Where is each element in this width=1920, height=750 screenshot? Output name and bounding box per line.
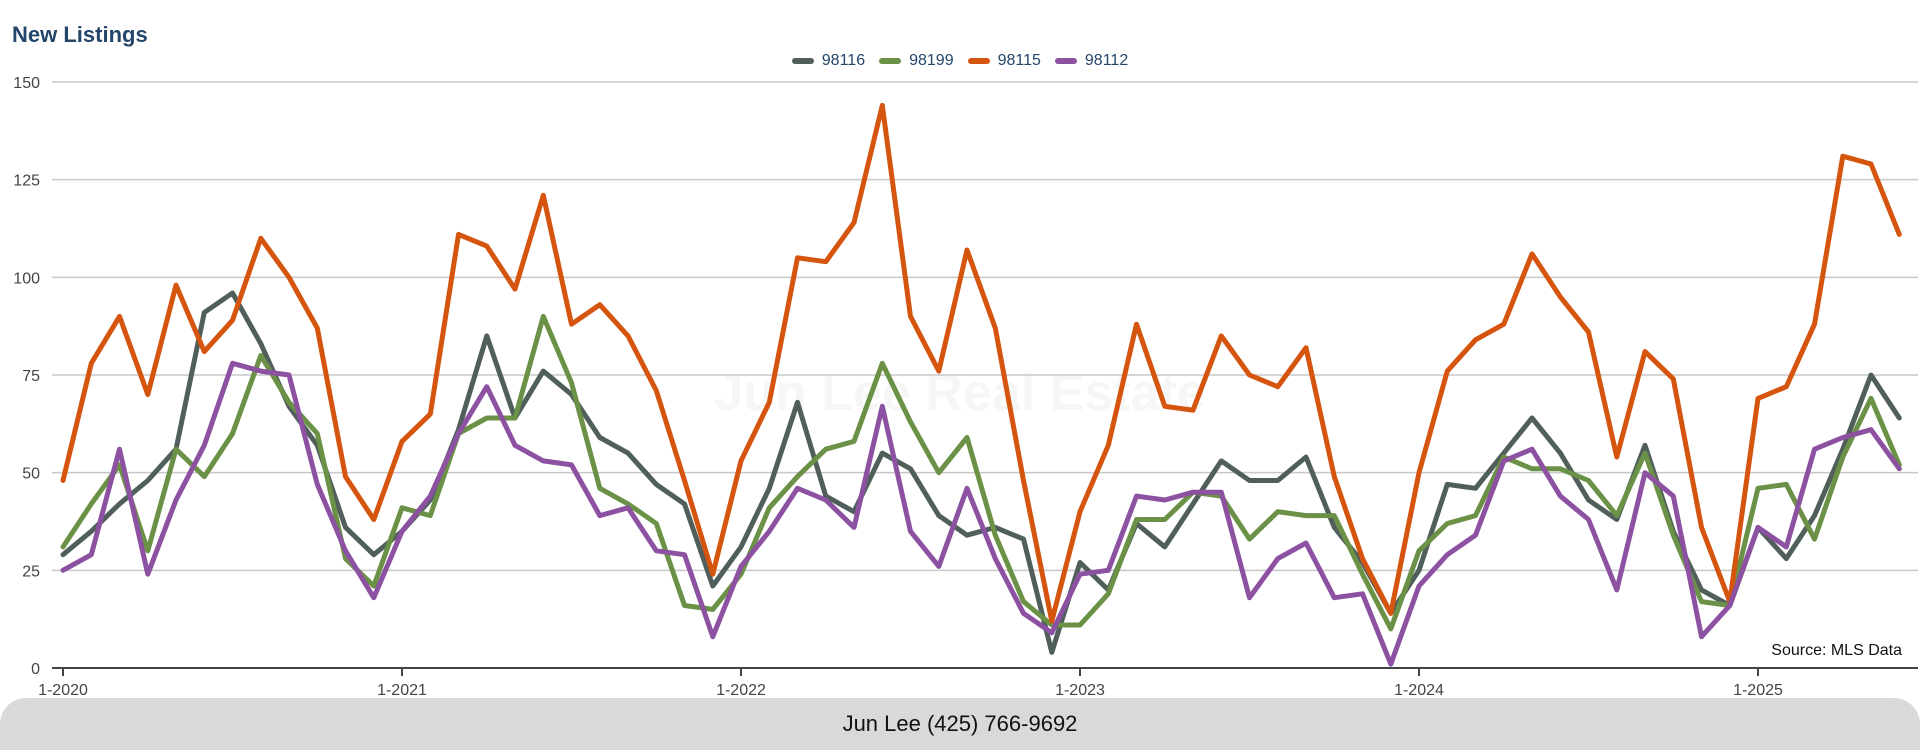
y-tick-label: 75 bbox=[22, 368, 40, 385]
y-tick-label: 25 bbox=[22, 563, 40, 580]
watermark-text: Jun Lee Real Estate bbox=[714, 364, 1205, 422]
line-chart: Jun Lee Real Estate 0 25 50 75 100 125 150 1-20… bbox=[13, 75, 1918, 699]
legend-swatch-98115 bbox=[967, 58, 990, 64]
legend-label-98112: 98112 bbox=[1084, 52, 1129, 69]
series-line-98112[interactable] bbox=[60, 360, 1902, 667]
x-tick-label: 1-2025 bbox=[1733, 682, 1783, 699]
axes: 0 25 50 75 100 125 150 1-2020 1-2021 1-2022 1-2023… bbox=[13, 75, 1918, 699]
legend-label-98199: 98199 bbox=[909, 52, 954, 69]
legend-item-98115[interactable]: 98115 bbox=[967, 52, 1041, 70]
x-tick-label: 1-2023 bbox=[1055, 682, 1105, 699]
source-note: Source: MLS Data bbox=[1771, 642, 1902, 659]
gridlines bbox=[52, 81, 1918, 572]
series-line-98199[interactable] bbox=[60, 313, 1902, 632]
legend-label-98116: 98116 bbox=[821, 52, 866, 69]
chart-title: New Listings bbox=[12, 22, 148, 47]
legend-item-98116[interactable]: 98116 bbox=[791, 52, 866, 70]
x-tick-label: 1-2024 bbox=[1394, 682, 1444, 699]
legend-item-98112[interactable]: 98112 bbox=[1054, 52, 1129, 70]
legend-item-98199[interactable]: 98199 bbox=[879, 52, 954, 70]
legend-swatch-98199 bbox=[879, 58, 902, 64]
series-line-98116[interactable] bbox=[60, 290, 1902, 655]
legend-label-98115: 98115 bbox=[997, 52, 1041, 69]
y-tick-label: 125 bbox=[13, 173, 40, 190]
y-tick-label: 50 bbox=[22, 466, 40, 483]
y-tick-label: 0 bbox=[31, 661, 40, 678]
footer-bar: Jun Lee (425) 766-9692 bbox=[0, 698, 1920, 750]
y-tick-label: 100 bbox=[13, 270, 40, 287]
series-lines bbox=[60, 102, 1902, 667]
x-tick-label: 1-2022 bbox=[716, 682, 766, 699]
legend-swatch-98116 bbox=[791, 58, 814, 64]
y-tick-label: 150 bbox=[13, 75, 40, 92]
legend-swatch-98112 bbox=[1054, 58, 1077, 64]
footer-contact: Jun Lee (425) 766-9692 bbox=[842, 711, 1078, 736]
x-tick-label: 1-2021 bbox=[377, 682, 427, 699]
series-line-98115[interactable] bbox=[60, 102, 1902, 624]
x-tick-label: 1-2020 bbox=[38, 682, 88, 699]
chart-legend: 98116 98199 98115 98112 bbox=[0, 52, 1920, 70]
